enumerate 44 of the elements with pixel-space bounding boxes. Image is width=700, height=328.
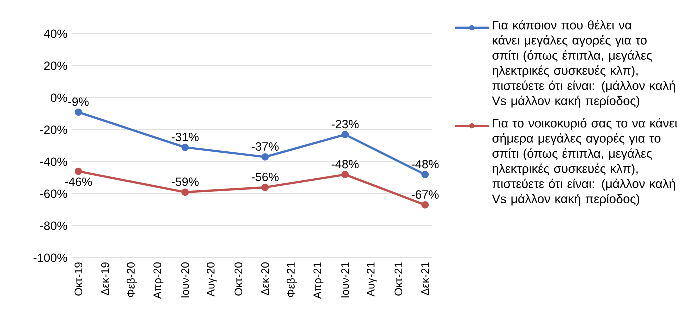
point bbox=[262, 154, 270, 161]
y-tick-label: 40% bbox=[44, 30, 68, 38]
point bbox=[74, 108, 82, 116]
y-tick-label: 0% bbox=[51, 94, 68, 102]
x-tick-label: Αυγ-20 bbox=[207, 262, 217, 297]
data-label: -48% bbox=[412, 160, 439, 169]
point bbox=[342, 171, 350, 178]
x-tick-label: Ιουν-21 bbox=[341, 262, 350, 298]
x-tick-label: Δεκ-21 bbox=[421, 262, 430, 296]
point bbox=[342, 131, 350, 138]
data-label: -9% bbox=[68, 98, 89, 106]
x-tick-label: Αυγ-21 bbox=[367, 262, 377, 297]
data-label: -31% bbox=[172, 132, 199, 142]
x-tick-label: Ιουν-20 bbox=[181, 262, 190, 298]
data-label: -59% bbox=[172, 178, 199, 186]
data-label: -37% bbox=[252, 142, 279, 151]
legend-label: Για κάποιον που θέλει να κάνει μεγάλες αγορές για το σπίτι (όπως έπιπλα, μεγάλες ηλεκτρικές συσκευές κλπ), πιστεύετε ότι είναι: (μάλλον καλή Vs μάλλον κακή περίοδος) bbox=[492, 20, 676, 108]
y-tick-label: -80% bbox=[40, 222, 68, 230]
data-label: -46% bbox=[65, 178, 92, 186]
y-tick-label: -100% bbox=[34, 254, 68, 262]
x-tick-label: Φεβ-20 bbox=[126, 262, 138, 298]
data-label: -48% bbox=[332, 160, 359, 169]
data-label: -23% bbox=[332, 120, 359, 129]
legend-label: Για το νοικοκυριό σας το να κάνει σήμερα μεγάλες αγορές για το σπίτι (όπως έπιπλα, μεγάλες ηλεκτρικές συσκευές κλπ), πιστεύετε ότι είναι: (μάλλον καλή Vs μάλλον κακή περίοδος) bbox=[492, 118, 678, 206]
data-label: -56% bbox=[252, 172, 279, 182]
x-tick-label: Οκτ-20 bbox=[234, 262, 243, 296]
x-tick-label: Απρ-21 bbox=[314, 262, 324, 300]
y-tick-label: -20% bbox=[40, 126, 68, 134]
point bbox=[262, 184, 270, 192]
data-label: -67% bbox=[412, 190, 439, 199]
x-tick-label: Απρ-20 bbox=[154, 262, 164, 300]
point bbox=[182, 188, 190, 196]
y-tick-label: 20% bbox=[44, 62, 68, 70]
point bbox=[182, 144, 190, 152]
point bbox=[74, 168, 82, 176]
x-tick-label: Δεκ-20 bbox=[261, 262, 270, 296]
y-tick-label: -60% bbox=[40, 190, 68, 198]
point bbox=[422, 171, 430, 178]
x-tick-label: Οκτ-21 bbox=[394, 262, 403, 296]
x-tick-label: Φεβ-21 bbox=[286, 262, 298, 298]
x-tick-label: Οκτ-19 bbox=[74, 262, 83, 296]
point bbox=[422, 202, 430, 209]
y-tick-label: -40% bbox=[40, 158, 68, 166]
x-tick-label: Δεκ-19 bbox=[101, 262, 110, 296]
